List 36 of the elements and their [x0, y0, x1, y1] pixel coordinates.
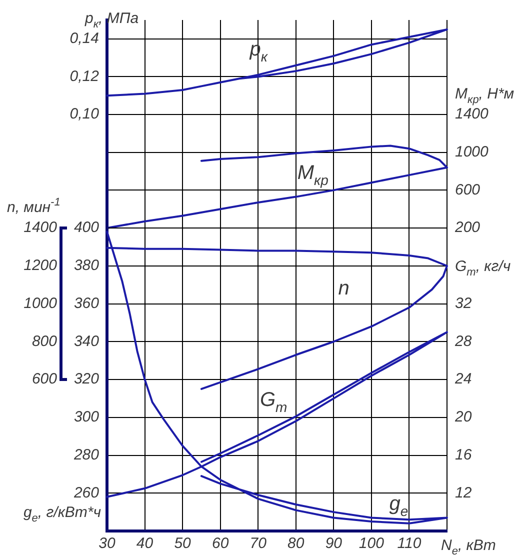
x-tick-label: 70 [250, 535, 268, 552]
x-tick-label: 50 [174, 535, 192, 552]
y2-tick-label: 28 [454, 332, 472, 350]
y3-tick-label: 1400 [24, 219, 58, 236]
y2-tick-label: 20 [454, 408, 472, 426]
x-tick-label: 30 [98, 535, 116, 552]
x-tick-label: 100 [358, 535, 385, 552]
y-tick-label: 320 [74, 370, 100, 388]
y2-tick-label: 1000 [455, 144, 490, 161]
y-tick-label: 280 [72, 446, 100, 464]
x-tick-label: 80 [288, 535, 305, 552]
x-tick-label: 90 [325, 535, 343, 552]
y-tick-label: 0,12 [70, 68, 100, 85]
x-tick-label: 40 [136, 535, 154, 552]
x-tick-label: 110 [397, 535, 422, 552]
y-tick-label: 260 [72, 484, 100, 502]
y-tick-label: 0,14 [70, 30, 99, 48]
y2-tick-label: 16 [455, 446, 472, 464]
y-tick-label: 380 [74, 257, 100, 274]
y-tick-label: 300 [74, 408, 100, 426]
y3-tick-label: 600 [32, 370, 58, 388]
y-tick-label: 360 [74, 294, 100, 312]
series-label: n [338, 277, 350, 300]
y2-tick-label: 600 [455, 181, 481, 198]
y2-tick-label: 12 [455, 484, 472, 502]
y-tick-label: 0,10 [70, 106, 100, 123]
y-tick-label: 340 [74, 332, 100, 350]
y3-tick-label: 800 [32, 332, 58, 350]
y3-tick-label: 1000 [24, 294, 58, 312]
y2-tick-label: 32 [455, 294, 472, 312]
y2-tick-label: 200 [454, 219, 481, 236]
y-tick-label: 400 [74, 219, 100, 236]
x-tick-label: 60 [212, 535, 230, 552]
y2-tick-label: 1400 [455, 106, 490, 123]
y2-tick-label: 24 [454, 370, 472, 388]
y3-tick-label: 1200 [24, 257, 58, 274]
